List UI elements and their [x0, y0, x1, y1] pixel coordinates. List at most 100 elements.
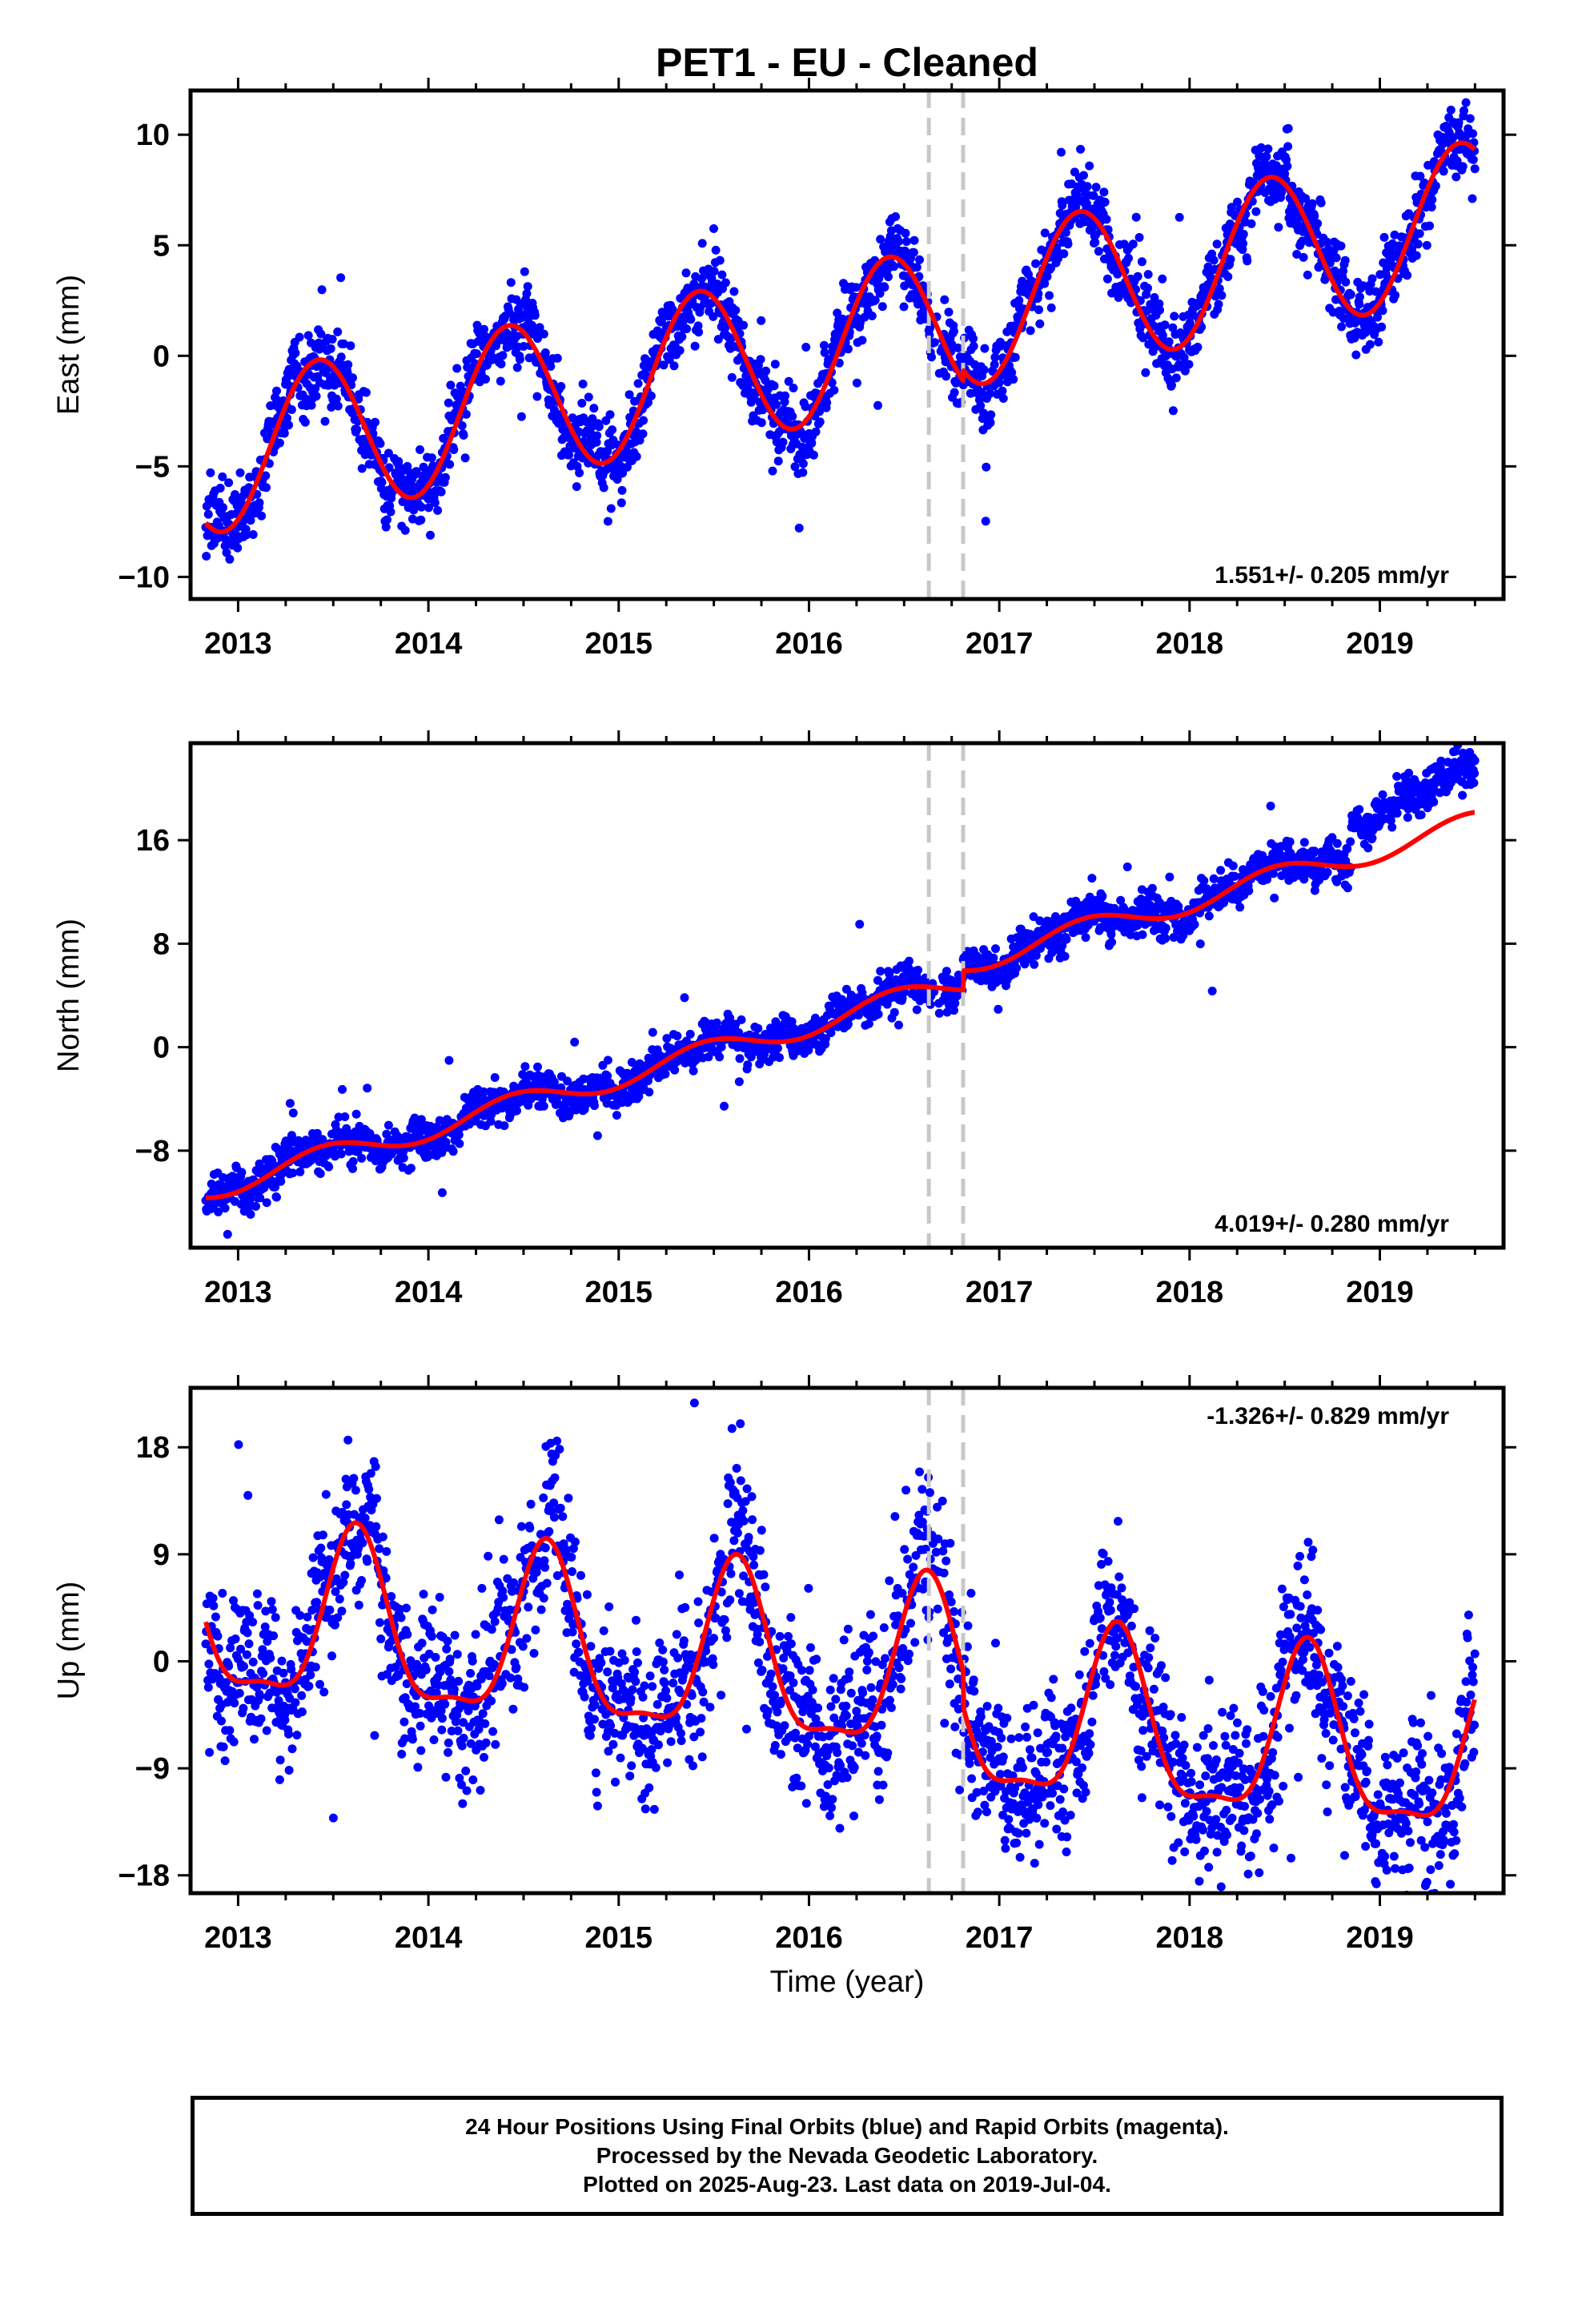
data-point: [262, 483, 271, 493]
data-point: [589, 404, 599, 413]
data-point: [556, 382, 566, 391]
data-point: [1367, 834, 1377, 843]
data-point: [1134, 233, 1144, 242]
data-point: [403, 461, 412, 471]
data-point: [669, 361, 679, 371]
data-point: [1365, 340, 1375, 349]
data-point: [756, 355, 765, 364]
data-point: [1239, 239, 1248, 248]
data-point: [1193, 343, 1203, 352]
data-point: [1035, 319, 1045, 328]
data-point: [336, 352, 346, 362]
data-point: [1363, 843, 1373, 853]
data-point: [757, 418, 766, 428]
data-point: [867, 312, 877, 320]
data-point: [1171, 373, 1181, 383]
data-point: [383, 448, 393, 458]
data-point: [1160, 320, 1170, 330]
data-point: [1343, 883, 1352, 893]
data-point: [709, 224, 718, 233]
data-point: [218, 472, 227, 481]
data-point: [990, 360, 999, 369]
data-point: [1031, 259, 1041, 268]
data-point: [461, 409, 471, 419]
data-point: [1465, 114, 1475, 123]
data-point: [633, 379, 643, 388]
data-point: [1283, 162, 1292, 171]
data-point: [612, 1111, 621, 1120]
data-point: [1165, 872, 1174, 882]
data-point: [444, 398, 453, 408]
data-point: [1270, 893, 1279, 903]
data-point: [399, 1153, 408, 1163]
data-point: [1058, 200, 1067, 210]
data-point: [1089, 191, 1098, 200]
data-point: [942, 372, 951, 381]
data-point: [998, 394, 1008, 403]
data-point: [829, 385, 839, 395]
data-point: [689, 1066, 698, 1076]
data-point: [1392, 772, 1402, 781]
data-point: [1045, 291, 1054, 300]
data-point: [261, 471, 271, 480]
data-point: [295, 332, 304, 342]
data-point: [913, 965, 923, 975]
data-point: [727, 372, 737, 382]
data-point: [283, 413, 291, 423]
data-point: [1340, 255, 1350, 265]
data-point: [1061, 227, 1070, 237]
data-point: [322, 364, 331, 374]
data-point: [1469, 778, 1479, 788]
data-point: [977, 388, 986, 397]
data-point: [333, 401, 343, 411]
data-point: [991, 944, 1000, 954]
data-point: [1082, 199, 1091, 208]
data-point: [246, 1209, 255, 1219]
data-point: [1059, 249, 1069, 259]
data-point: [1468, 194, 1477, 203]
data-point: [564, 450, 574, 460]
data-point: [1244, 886, 1254, 895]
data-point: [697, 239, 707, 248]
data-point: [1085, 161, 1094, 171]
data-point: [1087, 874, 1097, 883]
data-point: [717, 270, 727, 279]
data-point: [950, 388, 959, 397]
data-point: [1195, 939, 1205, 949]
data-point: [570, 1037, 580, 1047]
data-point: [1057, 147, 1066, 157]
data-point: [235, 468, 245, 477]
data-point: [1331, 253, 1341, 263]
data-point: [915, 255, 924, 264]
data-point: [807, 439, 817, 448]
data-point: [515, 355, 524, 364]
data-point: [757, 316, 766, 325]
data-point: [1439, 167, 1448, 176]
data-point: [523, 282, 532, 292]
data-point: [884, 272, 893, 282]
data-point: [1170, 312, 1179, 321]
data-point: [1379, 232, 1389, 242]
data-point: [262, 1198, 271, 1208]
data-point: [811, 427, 821, 436]
x-tick-label: 2016: [775, 627, 843, 661]
data-point: [1303, 270, 1312, 279]
data-point: [980, 344, 990, 353]
data-point: [880, 283, 889, 292]
data-point: [463, 363, 472, 372]
data-point: [1316, 198, 1326, 207]
data-point: [1235, 903, 1245, 912]
data-point: [1355, 805, 1364, 814]
data-point: [1355, 300, 1364, 309]
data-point: [1411, 251, 1421, 260]
data-point: [770, 360, 780, 369]
data-point: [1217, 291, 1227, 300]
data-point: [994, 378, 1004, 388]
data-point: [1307, 199, 1317, 208]
data-point: [1263, 144, 1273, 154]
data-point: [616, 498, 626, 508]
data-point: [1030, 959, 1039, 969]
data-point: [1062, 935, 1071, 944]
data-point: [1215, 283, 1224, 293]
